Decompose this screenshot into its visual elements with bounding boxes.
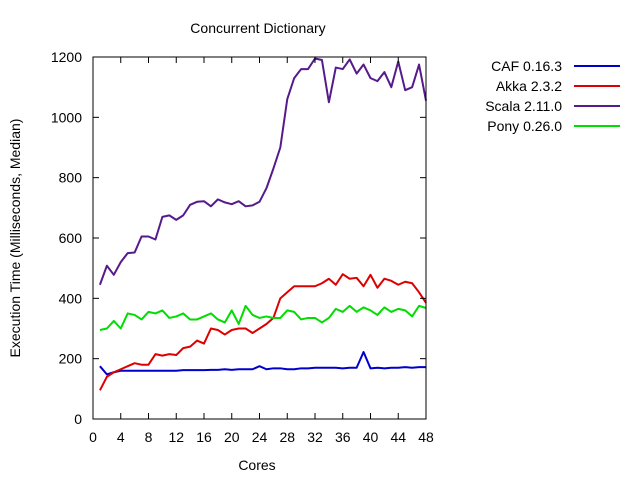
y-tick-label: 0: [74, 411, 82, 427]
y-tick-label: 600: [59, 230, 83, 246]
x-axis: 0 4 8 12 16 20 24 28 32 36 40 44 48: [89, 57, 434, 445]
legend-label-caf: CAF 0.16.3: [491, 58, 562, 74]
y-tick-label: 1200: [51, 49, 82, 65]
x-tick-label: 40: [363, 429, 379, 445]
y-tick-label: 200: [59, 351, 83, 367]
y-tick-label: 1000: [51, 109, 82, 125]
y-axis-label: Execution Time (Milliseconds, Median): [7, 119, 23, 358]
x-tick-label: 28: [279, 429, 295, 445]
legend-label-pony: Pony 0.26.0: [487, 118, 562, 134]
x-tick-label: 44: [390, 429, 406, 445]
y-axis: 0 200 400 600 800 1000 1200: [51, 49, 426, 427]
legend: CAF 0.16.3 Akka 2.3.2 Scala 2.11.0 Pony 0.2…: [485, 58, 620, 134]
x-tick-label: 12: [168, 429, 184, 445]
plot-lines: [99, 57, 427, 391]
x-tick-label: 0: [89, 429, 97, 445]
series-line-akka: [99, 273, 427, 391]
series-line-pony: [99, 304, 427, 331]
x-axis-label: Cores: [238, 457, 275, 473]
x-tick-label: 4: [117, 429, 125, 445]
x-tick-label: 16: [196, 429, 212, 445]
series-line-caf: [99, 351, 426, 376]
chart-title: Concurrent Dictionary: [190, 20, 325, 36]
x-tick-label: 24: [252, 429, 268, 445]
series-line-scala: [99, 57, 427, 286]
y-tick-label: 400: [59, 290, 83, 306]
legend-label-scala: Scala 2.11.0: [485, 98, 562, 114]
x-tick-label: 32: [307, 429, 323, 445]
x-tick-label: 20: [224, 429, 240, 445]
legend-label-akka: Akka 2.3.2: [496, 78, 562, 94]
x-tick-label: 8: [145, 429, 153, 445]
x-tick-label: 48: [418, 429, 434, 445]
y-tick-label: 800: [59, 170, 83, 186]
x-tick-label: 36: [335, 429, 351, 445]
